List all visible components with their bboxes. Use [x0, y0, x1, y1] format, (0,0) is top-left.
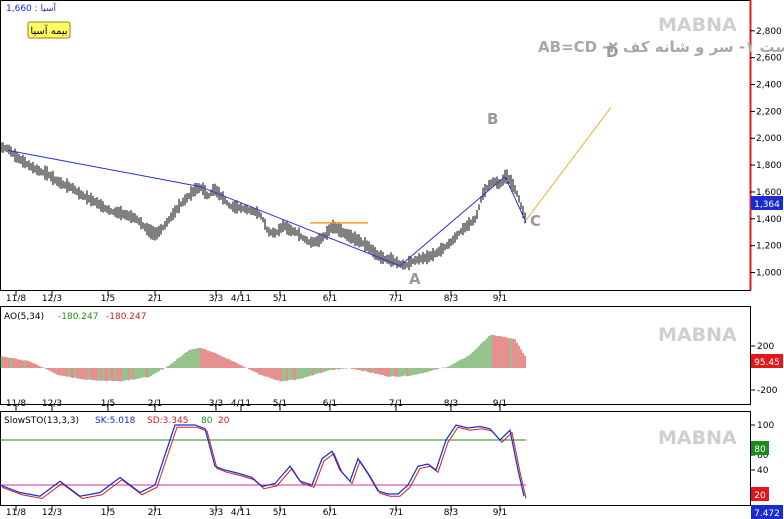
sto-sd-line [1, 426, 527, 500]
point-c-label: C [530, 212, 541, 230]
point-b-label: B [487, 110, 498, 128]
watermark-ao: MABNA [658, 324, 737, 346]
sto-badge-80 [751, 441, 769, 455]
sto-sd: SD:3.345 [147, 416, 188, 426]
cd-projection-line [525, 107, 612, 221]
sto-label: SlowSTO(13,3,3) [4, 416, 79, 426]
price-tick-label: 1,800 [756, 161, 782, 171]
sto-level-hi: 80 [201, 416, 213, 426]
price-tick-label: 2,200 [756, 107, 782, 117]
date-tick-label-sto: 4/11 [231, 508, 251, 518]
ao-tick-label: -200 [757, 386, 778, 396]
date-tick-label: 12/3 [42, 294, 62, 304]
symbol-badge[interactable] [27, 21, 71, 39]
ao-label: AO(5,34) [4, 312, 44, 322]
date-tick-label-sto: 8/3 [444, 508, 458, 518]
date-tick-label-ao: 6/1 [323, 399, 337, 409]
date-tick-label-ao: 5/1 [273, 399, 287, 409]
ao-histogram [0, 334, 526, 382]
sto-tick-label: 60 [757, 451, 769, 461]
price-tick-label: 1,400 [756, 215, 782, 225]
abcd-pattern [7, 107, 612, 267]
ao-badge [751, 354, 783, 368]
sto-sk: SK:5.018 [95, 416, 136, 426]
sto-badge-80-text: 80 [754, 445, 766, 455]
price-tick-label: 1,000 [756, 269, 782, 279]
date-tick-label-sto: 2/1 [148, 508, 162, 518]
date-axis-ticks: 11/8 11/8 11/8 12/3 12/3 12/3 1/5 1/5 1/5 2/1 2/1 2… [6, 290, 507, 518]
sto-level-lo: 20 [218, 416, 230, 426]
date-tick-label: 3/3 [209, 294, 223, 304]
watermark: MABNA [658, 14, 737, 36]
date-tick-label-ao: 3/3 [209, 399, 223, 409]
date-tick-label-ao: 8/3 [444, 399, 458, 409]
point-a-label: A [409, 270, 421, 288]
date-tick-label-ao: 2/1 [148, 399, 162, 409]
abcd-line [7, 149, 527, 267]
ao-badge-text: 95.45 [754, 358, 780, 368]
price-tick-label: 1,200 [756, 242, 782, 252]
ao-tick-label: 200 [757, 342, 774, 352]
date-tick-label: 6/1 [323, 294, 337, 304]
date-tick-label-sto: 1/5 [101, 508, 115, 518]
date-tick-label: 8/3 [444, 294, 458, 304]
price-tick-label: 2,400 [756, 81, 782, 91]
date-tick-label-ao: 9/1 [493, 399, 507, 409]
date-tick-label: 1/5 [101, 294, 115, 304]
last-price-label: آسیا : 1,660 [6, 2, 57, 14]
date-tick-label-ao: 4/11 [231, 399, 251, 409]
date-tick-label: 4/11 [231, 294, 251, 304]
date-tick-label: 5/1 [273, 294, 287, 304]
watermark-sto: MABNA [658, 427, 737, 449]
date-tick-label-ao: 11/8 [6, 399, 26, 409]
price-tick-label: 2,800 [756, 27, 782, 37]
date-tick-label-sto: 12/3 [42, 508, 62, 518]
price-badge-text: 1,364 [754, 200, 780, 210]
price-bars [0, 142, 526, 271]
sto-lines [0, 424, 527, 500]
price-badge [751, 196, 783, 210]
ao-axis-ticks: 200 -200 [750, 342, 778, 396]
date-tick-label-sto: 11/8 [6, 508, 26, 518]
price-axis-ticks: 2,800 2,600 2,400 2,200 2,000 1,800 1,600 1,400… [750, 27, 782, 279]
symbol-label: بیمه آسیا [30, 24, 67, 37]
sto-badge-value [751, 505, 783, 519]
sto-badge-20-text: 20 [754, 491, 766, 501]
price-tick-label: 2,600 [756, 54, 782, 64]
date-tick-label-ao: 1/5 [101, 399, 115, 409]
sto-sk-line [0, 424, 525, 497]
date-tick-label: 11/8 [6, 294, 26, 304]
date-tick-label-ao: 7/1 [389, 399, 403, 409]
ao-panel-frame [0, 306, 751, 405]
date-tick-label: 2/1 [148, 294, 162, 304]
date-tick-label: 7/1 [389, 294, 403, 304]
sto-tick-label: 40 [757, 466, 769, 476]
date-tick-label-ao: 12/3 [42, 399, 62, 409]
ao-value-2: -180.247 [106, 312, 146, 322]
price-tick-label: 1,600 [756, 188, 782, 198]
point-d-label: D [606, 43, 618, 61]
date-tick-label-sto: 7/1 [389, 508, 403, 518]
sto-panel-frame [0, 411, 751, 506]
date-tick-label-sto: 5/1 [273, 508, 287, 518]
date-tick-label-sto: 3/3 [209, 508, 223, 518]
date-tick-label-sto: 6/1 [323, 508, 337, 518]
sto-badge-20 [751, 487, 769, 501]
date-tick-label-sto: 9/1 [493, 508, 507, 518]
ao-value-1: -180.247 [58, 312, 98, 322]
date-tick-label: 9/1 [493, 294, 507, 304]
sto-tick-label: 100 [757, 421, 774, 431]
price-tick-label: 2,000 [756, 134, 782, 144]
sto-badge-value-text: 7.472 [754, 509, 780, 519]
pattern-annotation: دو الگو در چارت کاملا مشهود است ۱- سر و … [538, 38, 784, 57]
